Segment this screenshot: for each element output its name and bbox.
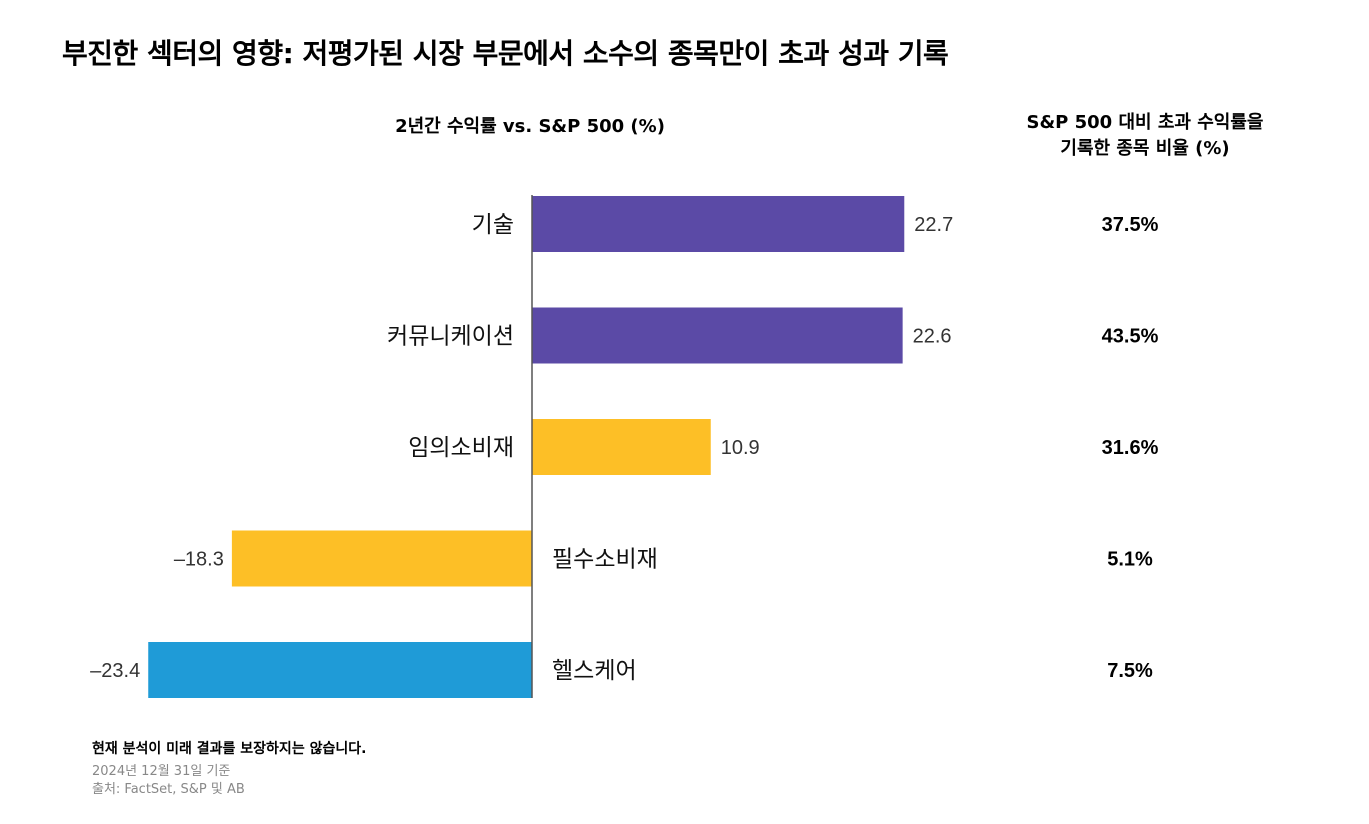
value-label: –23.4 (90, 660, 140, 682)
chart-title: 부진한 섹터의 영향: 저평가된 시장 부문에서 소수의 종목만이 초과 성과 … (62, 37, 949, 70)
share-value: 37.5% (1102, 214, 1159, 236)
share-value: 5.1% (1107, 549, 1153, 571)
category-label: 필수소비재 (552, 547, 658, 573)
disclaimer-footnote: 현재 분석이 미래 결과를 보장하지는 않습니다. (92, 741, 367, 757)
bar (231, 530, 532, 587)
bar (532, 419, 711, 475)
value-label: 10.9 (721, 437, 760, 459)
bar (532, 307, 903, 364)
value-label: –18.3 (174, 549, 224, 571)
share-heading-line-2: 기록한 종목 비율 (%) (1060, 138, 1230, 159)
share-heading-line-1: S&P 500 대비 초과 수익률을 (1026, 112, 1264, 133)
bar (148, 642, 533, 698)
value-label: 22.7 (914, 214, 953, 236)
as-of-date: 2024년 12월 31일 기준 (92, 764, 231, 779)
share-value: 31.6% (1102, 437, 1159, 459)
category-label: 임의소비재 (408, 435, 514, 461)
category-label: 기술 (472, 212, 514, 238)
category-label: 커뮤니케이션 (387, 324, 514, 350)
share-value: 7.5% (1107, 660, 1153, 682)
bar (532, 196, 905, 252)
bar-chart-heading: 2년간 수익률 vs. S&P 500 (%) (395, 116, 665, 137)
source-note: 출처: FactSet, S&P 및 AB (92, 782, 245, 797)
share-column-heading: S&P 500 대비 초과 수익률을 기록한 종목 비율 (%) (980, 110, 1310, 162)
category-label: 헬스케어 (552, 658, 637, 684)
value-label: 22.6 (913, 326, 952, 348)
share-value: 43.5% (1102, 326, 1159, 348)
